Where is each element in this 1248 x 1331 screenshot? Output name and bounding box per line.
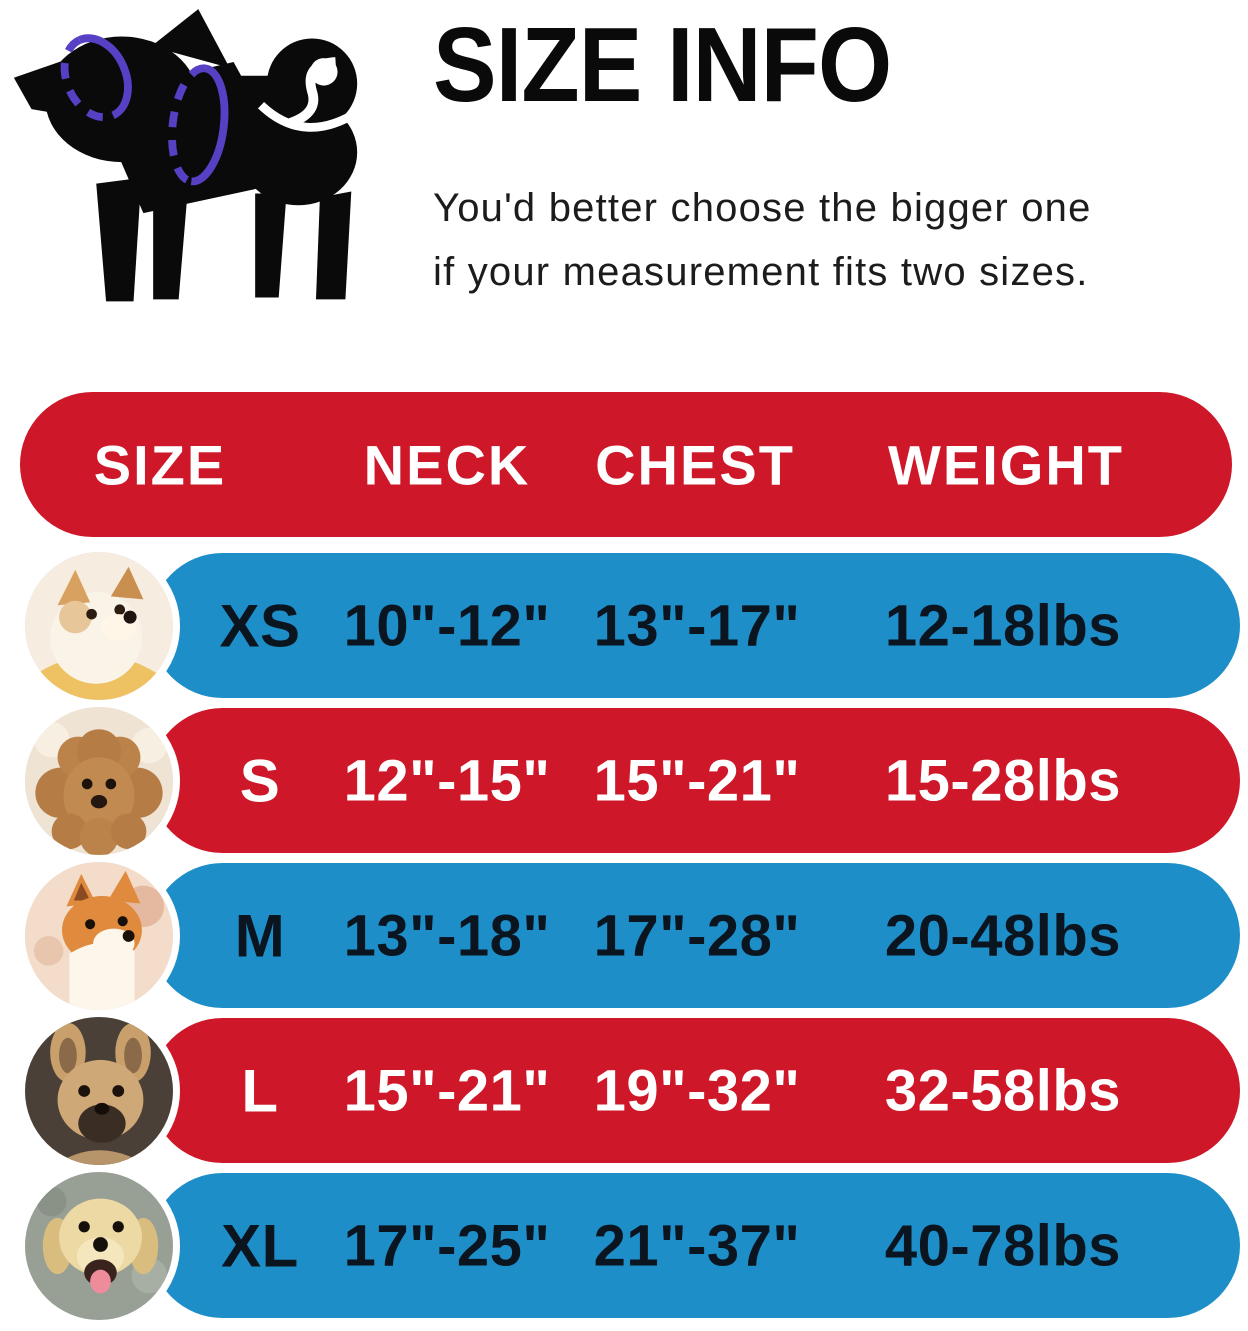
french-bulldog-photo xyxy=(18,1010,180,1172)
size-value: L xyxy=(241,1057,279,1124)
size-value: S xyxy=(239,747,281,814)
page-title: SIZE INFO xyxy=(433,6,892,124)
table-row-m: M 13"-18" 17"-28" 20-48lbs xyxy=(0,855,1248,1017)
chest-value: 21"-37" xyxy=(593,1213,801,1278)
column-header-weight: WEIGHT xyxy=(888,433,1124,496)
column-header-chest: CHEST xyxy=(595,433,795,496)
weight-value: 20-48lbs xyxy=(884,903,1122,968)
subtitle-line-2: if your measurement fits two sizes. xyxy=(433,250,1089,294)
size-value: XL xyxy=(221,1212,299,1279)
weight-value: 40-78lbs xyxy=(884,1213,1122,1278)
table-row-xl: XL 17"-25" 21"-37" 40-78lbs xyxy=(0,1165,1248,1327)
size-value: M xyxy=(234,902,286,969)
pomeranian-photo xyxy=(18,545,180,707)
size-value: XS xyxy=(219,592,301,659)
neck-value: 10"-12" xyxy=(343,593,551,658)
neck-value: 15"-21" xyxy=(343,1058,551,1123)
shiba-inu-photo xyxy=(18,855,180,1017)
chest-value: 17"-28" xyxy=(593,903,801,968)
dog-measurement-illustration-icon xyxy=(6,2,418,332)
neck-value: 12"-15" xyxy=(343,748,551,813)
neck-value: 13"-18" xyxy=(343,903,551,968)
neck-value: 17"-25" xyxy=(343,1213,551,1278)
table-row-s: S 12"-15" 15"-21" 15-28lbs xyxy=(0,700,1248,862)
weight-value: 12-18lbs xyxy=(884,593,1122,658)
chest-value: 15"-21" xyxy=(593,748,801,813)
column-header-size: SIZE xyxy=(93,433,227,496)
poodle-photo xyxy=(18,700,180,862)
weight-value: 32-58lbs xyxy=(884,1058,1122,1123)
subtitle-line-1: You'd better choose the bigger one xyxy=(433,186,1092,230)
table-header-row: SIZE NECK CHEST WEIGHT xyxy=(0,392,1248,537)
table-row-xs: XS 10"-12" 13"-17" 12-18lbs xyxy=(0,545,1248,707)
subtitle: You'd better choose the bigger one if yo… xyxy=(433,176,1092,304)
table-row-l: L 15"-21" 19"-32" 32-58lbs xyxy=(0,1010,1248,1172)
weight-value: 15-28lbs xyxy=(884,748,1122,813)
chest-value: 13"-17" xyxy=(593,593,801,658)
labrador-photo xyxy=(18,1165,180,1327)
chest-value: 19"-32" xyxy=(593,1058,801,1123)
column-header-neck: NECK xyxy=(363,433,531,496)
header-pill xyxy=(20,392,1232,537)
